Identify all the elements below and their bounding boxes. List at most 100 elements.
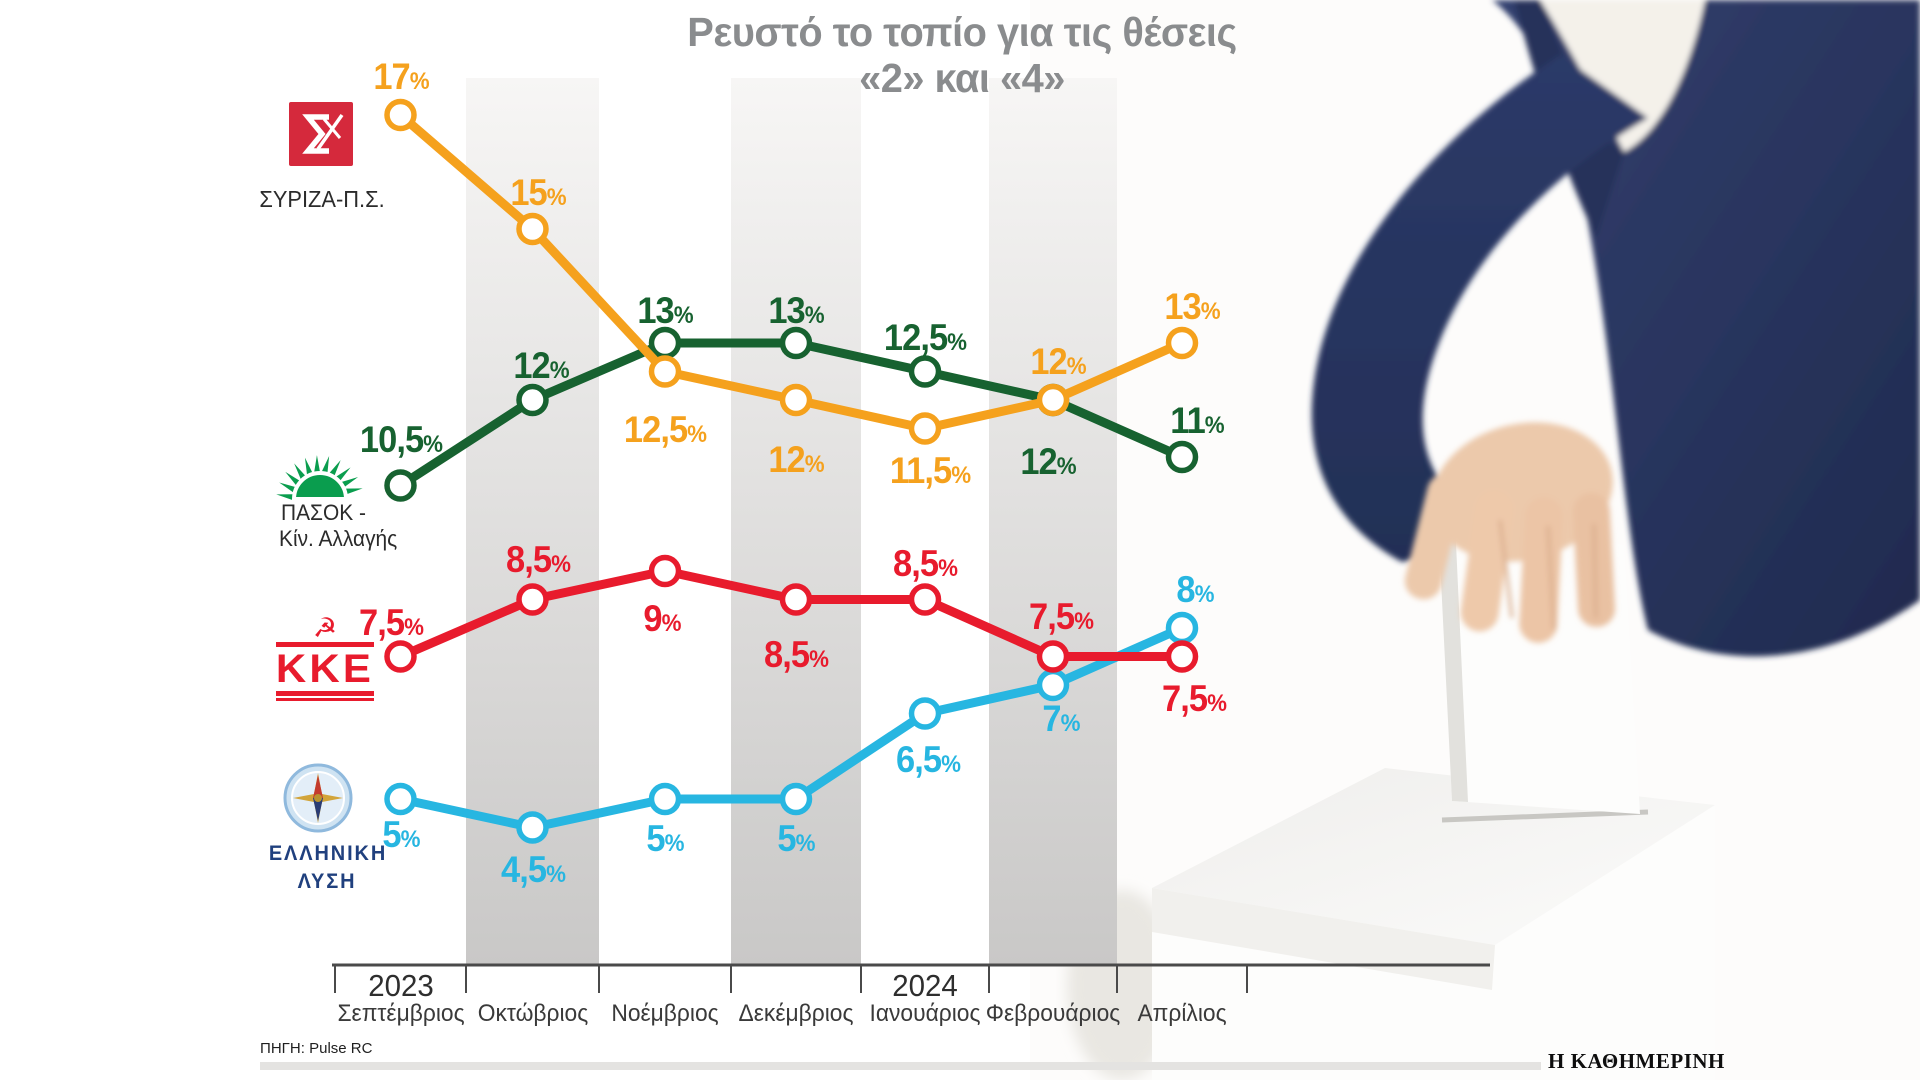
shaded-column-Φεβρουάριος: [989, 78, 1117, 965]
chart-title-line1: Ρευστό το τοπίο για τις θέσεις: [687, 9, 1237, 55]
value-label-kke-0: 7,5%: [358, 601, 424, 643]
party-name-ellysi-line1: ΕΛΛΗΝΙΚΗ: [268, 842, 388, 865]
data-point-ellysi-2: [648, 782, 682, 816]
party-name-pasok-line1: ΠΑΣΟΚ -: [281, 500, 366, 525]
value-label-pasok-3: 13%: [768, 290, 824, 331]
value-label-ellysi-4: 6,5%: [896, 738, 961, 780]
pasok-sun-ray: [294, 463, 306, 480]
source-note: ΠΗΓΗ: Pulse RC: [260, 1040, 373, 1057]
data-point-pasok-0: [384, 469, 417, 502]
arm-sleeve: [1311, 55, 1648, 562]
data-point-pasok-2: [648, 326, 682, 360]
pasok-sun-ray: [341, 476, 359, 488]
data-point-pasok-6: [1165, 440, 1199, 474]
party-name-kke: KKE: [275, 647, 375, 691]
data-point-kke-0: [384, 640, 417, 673]
data-point-pasok-3: [779, 326, 813, 360]
kke-logo: ☭ KKE: [275, 613, 375, 703]
pasok-sun-ray: [321, 455, 330, 474]
value-label-ellysi-1: 4,5%: [500, 848, 566, 890]
party-name-pasok-line2: Κίν. Αλλαγής: [279, 526, 398, 551]
axis-label-year-2023: 2023: [367, 968, 434, 1003]
value-label-kke-5: 7,5%: [1029, 595, 1094, 637]
data-point-syriza-5: [1036, 383, 1070, 417]
data-point-syriza-6: [1165, 326, 1199, 360]
data-point-syriza-0: [384, 98, 417, 132]
value-label-syriza-0: 17%: [372, 56, 429, 97]
party-name-ellysi-line2: ΛΥΣΗ: [297, 870, 357, 893]
pasok-sun-ray: [279, 482, 296, 493]
axis-label-year-2024: 2024: [892, 968, 958, 1003]
data-point-kke-4: [908, 583, 942, 616]
value-label-ellysi-3: 5%: [777, 818, 815, 859]
shirt: [1540, 0, 1705, 152]
value-label-kke-3: 8,5%: [764, 633, 829, 675]
pasok-sun-ray: [344, 488, 363, 495]
data-point-kke-2: [648, 554, 682, 588]
value-label-syriza-6: 13%: [1164, 286, 1220, 327]
data-point-kke-1: [516, 583, 549, 616]
pasok-logo-icon: [276, 455, 363, 500]
elliniki-lysi-compass-icon: [283, 763, 353, 833]
pasok-sun-ray: [314, 455, 320, 473]
data-point-pasok-1: [516, 383, 549, 417]
value-label-pasok-6: 11%: [1170, 400, 1224, 441]
data-point-kke-6: [1165, 640, 1199, 673]
party-name-syriza: ΣΥΡΙΖΑ-Π.Σ.: [259, 186, 385, 212]
pasok-sun-ray: [328, 460, 341, 477]
kke-bar-bottom-thin: [276, 698, 374, 701]
data-point-syriza-2: [648, 355, 682, 388]
data-point-syriza-1: [516, 212, 549, 246]
ballot-slot: [1441, 809, 1649, 823]
data-point-ellysi-1: [516, 811, 549, 844]
value-label-syriza-5: 12%: [1030, 341, 1086, 382]
shaded-column-Δεκέμβριος: [731, 78, 861, 965]
chart-title: Ρευστό το τοπίο για τις θέσεις «2» και «…: [687, 9, 1237, 102]
value-label-kke-4: 8,5%: [893, 542, 958, 584]
pasok-sun-ray: [335, 467, 351, 481]
data-point-ellysi-0: [384, 782, 417, 816]
value-label-ellysi-0: 5%: [381, 814, 420, 855]
data-point-ellysi-6: [1165, 611, 1199, 645]
pasok-sun-ray: [304, 457, 313, 476]
value-label-syriza-4: 11,5%: [889, 449, 971, 491]
axis-label-month-3: Δεκέμβριος: [738, 1000, 854, 1027]
value-label-pasok-1: 12%: [512, 345, 569, 386]
axis-label-month-2: Νοέμβριος: [611, 1000, 719, 1027]
value-label-syriza-1: 15%: [509, 172, 566, 213]
value-label-syriza-3: 12%: [768, 439, 824, 480]
axis-label-month-4: Ιανουάριος: [869, 1000, 981, 1027]
axis-label-month-1: Οκτώβριος: [477, 1000, 588, 1027]
data-point-ellysi-3: [779, 782, 813, 816]
pasok-sun-ray: [276, 494, 294, 500]
data-point-ellysi-5: [1036, 668, 1070, 702]
syriza-logo-icon: [289, 102, 353, 166]
data-point-syriza-4: [908, 412, 942, 445]
publisher-credit: Η ΚΑΘΗΜΕΡΙΝΗ: [1548, 1049, 1725, 1073]
value-label-kke-1: 8,5%: [505, 538, 571, 580]
kke-bar-top: [276, 642, 374, 647]
axis-label-month-6: Απρίλιος: [1137, 1000, 1227, 1027]
data-point-pasok-4: [908, 355, 942, 388]
value-label-pasok-4: 12,5%: [883, 316, 967, 358]
hammer-sickle-icon: ☭: [312, 613, 338, 643]
hand: [1404, 422, 1616, 643]
ballot-box-top: [1152, 768, 1715, 945]
pasok-sun-ray: [285, 471, 300, 486]
value-label-kke-6: 7,5%: [1162, 677, 1227, 719]
value-label-syriza-2: 12,5%: [623, 408, 707, 450]
data-point-ellysi-4: [908, 697, 942, 730]
data-point-kke-3: [779, 583, 813, 616]
value-label-ellysi-5: 7%: [1042, 698, 1080, 739]
value-label-ellysi-6: 8%: [1176, 569, 1214, 610]
value-label-kke-2: 9%: [643, 598, 681, 639]
axis-label-month-5: Φεβρουάριος: [985, 1000, 1121, 1027]
axis-label-month-0: Σεπτέμβριος: [336, 1000, 465, 1027]
chart-title-line2: «2» και «4»: [859, 54, 1065, 101]
data-point-kke-5: [1036, 640, 1070, 673]
kke-bar-bottom: [276, 691, 374, 696]
value-label-pasok-5: 12%: [1020, 441, 1076, 482]
footer-divider: [260, 1062, 1541, 1070]
